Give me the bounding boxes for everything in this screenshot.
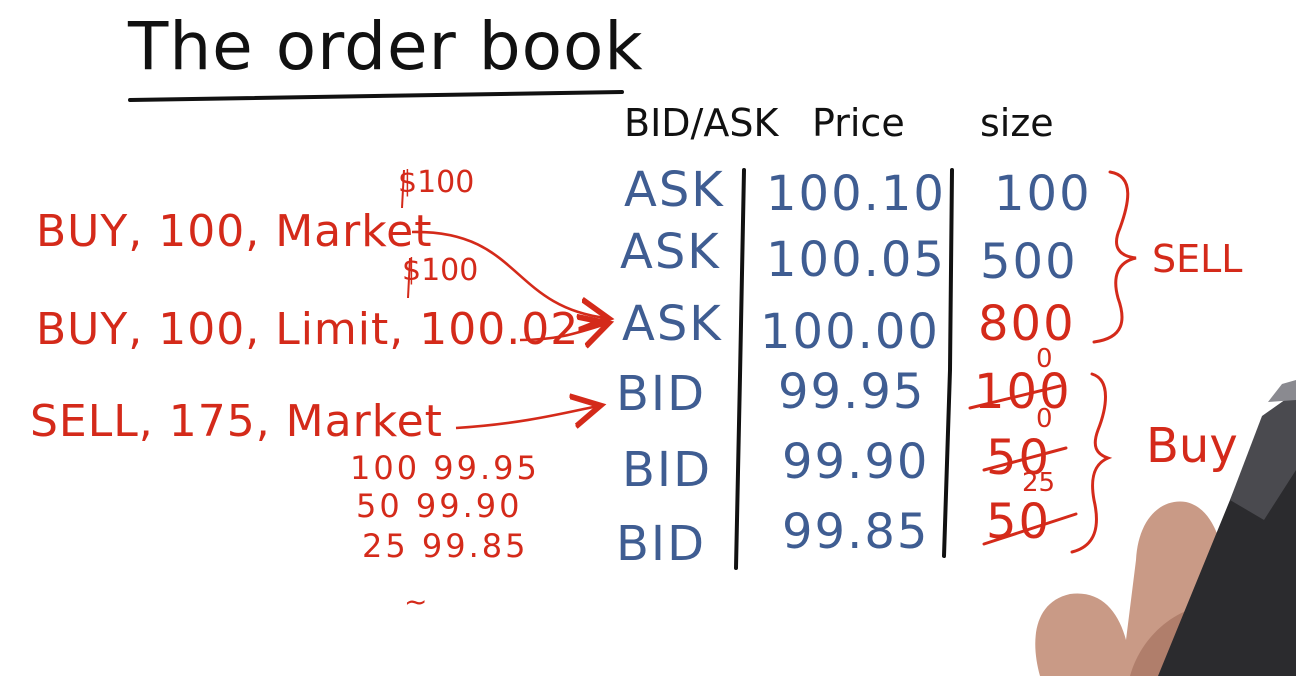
order-1-arrow [411,230,606,318]
order-2: BUY, 100, Limit, 100.02 [36,304,580,355]
row-4-price: 99.95 [778,364,926,420]
row-2-side: ASK [620,224,721,280]
order-3: SELL, 175, Market [30,396,443,447]
dollar-stroke-2 [407,257,411,299]
column-divider-2 [942,168,954,558]
order-1-note: $100 [398,165,475,200]
row-2-price: 100.05 [766,232,946,288]
pen-tip [1268,380,1296,402]
fill-1: 100 99.95 [350,449,540,487]
row-6-new-size: 25 [1022,468,1056,498]
column-divider-1 [734,168,746,570]
buy-brace [1070,372,1113,554]
row-3-size: 800 [978,296,1076,352]
row-3-side: ASK [622,296,723,352]
row-1-side: ASK [624,162,725,218]
order-3-arrow [455,406,598,430]
row-1-price: 100.10 [766,166,946,222]
row-5-new-size: 0 [1036,404,1053,434]
order-1: BUY, 100, Market [36,206,433,257]
hand-with-pen [1035,380,1296,676]
sell-brace [1092,170,1137,344]
row-5-size: 50 [986,430,1052,486]
dollar-stroke-1 [401,169,405,209]
fill-3: 25 99.85 [362,527,529,565]
title-underline [128,90,624,102]
sell-group-label: SELL [1152,237,1243,281]
row-5-price: 99.90 [782,434,930,490]
row-6-size: 50 [986,494,1052,550]
header-bid-ask: BID/ASK [624,101,779,145]
page-title: The order book [128,8,644,85]
strike-row-4 [968,384,1062,410]
row-5-side: BID [622,442,713,498]
row-6-price: 99.85 [782,504,930,560]
row-2-size: 500 [980,234,1078,290]
row-6-side: BID [616,516,707,572]
header-price: Price [812,101,905,145]
fill-2: 50 99.90 [356,487,523,525]
row-4-new-size: 0 [1036,344,1053,374]
header-size: size [980,101,1054,145]
tilde-mark: ~ [404,585,428,618]
buy-group-label: Buy [1146,418,1238,474]
strike-row-6 [982,512,1078,546]
row-1-size: 100 [994,166,1092,222]
row-3-price: 100.00 [760,304,940,360]
pen-grip [1230,392,1296,520]
row-4-size: 100 [974,364,1072,420]
row-4-side: BID [616,366,707,422]
order-2-arrow [519,324,606,340]
strike-row-5 [982,446,1068,472]
order-2-note: $100 [402,253,479,288]
